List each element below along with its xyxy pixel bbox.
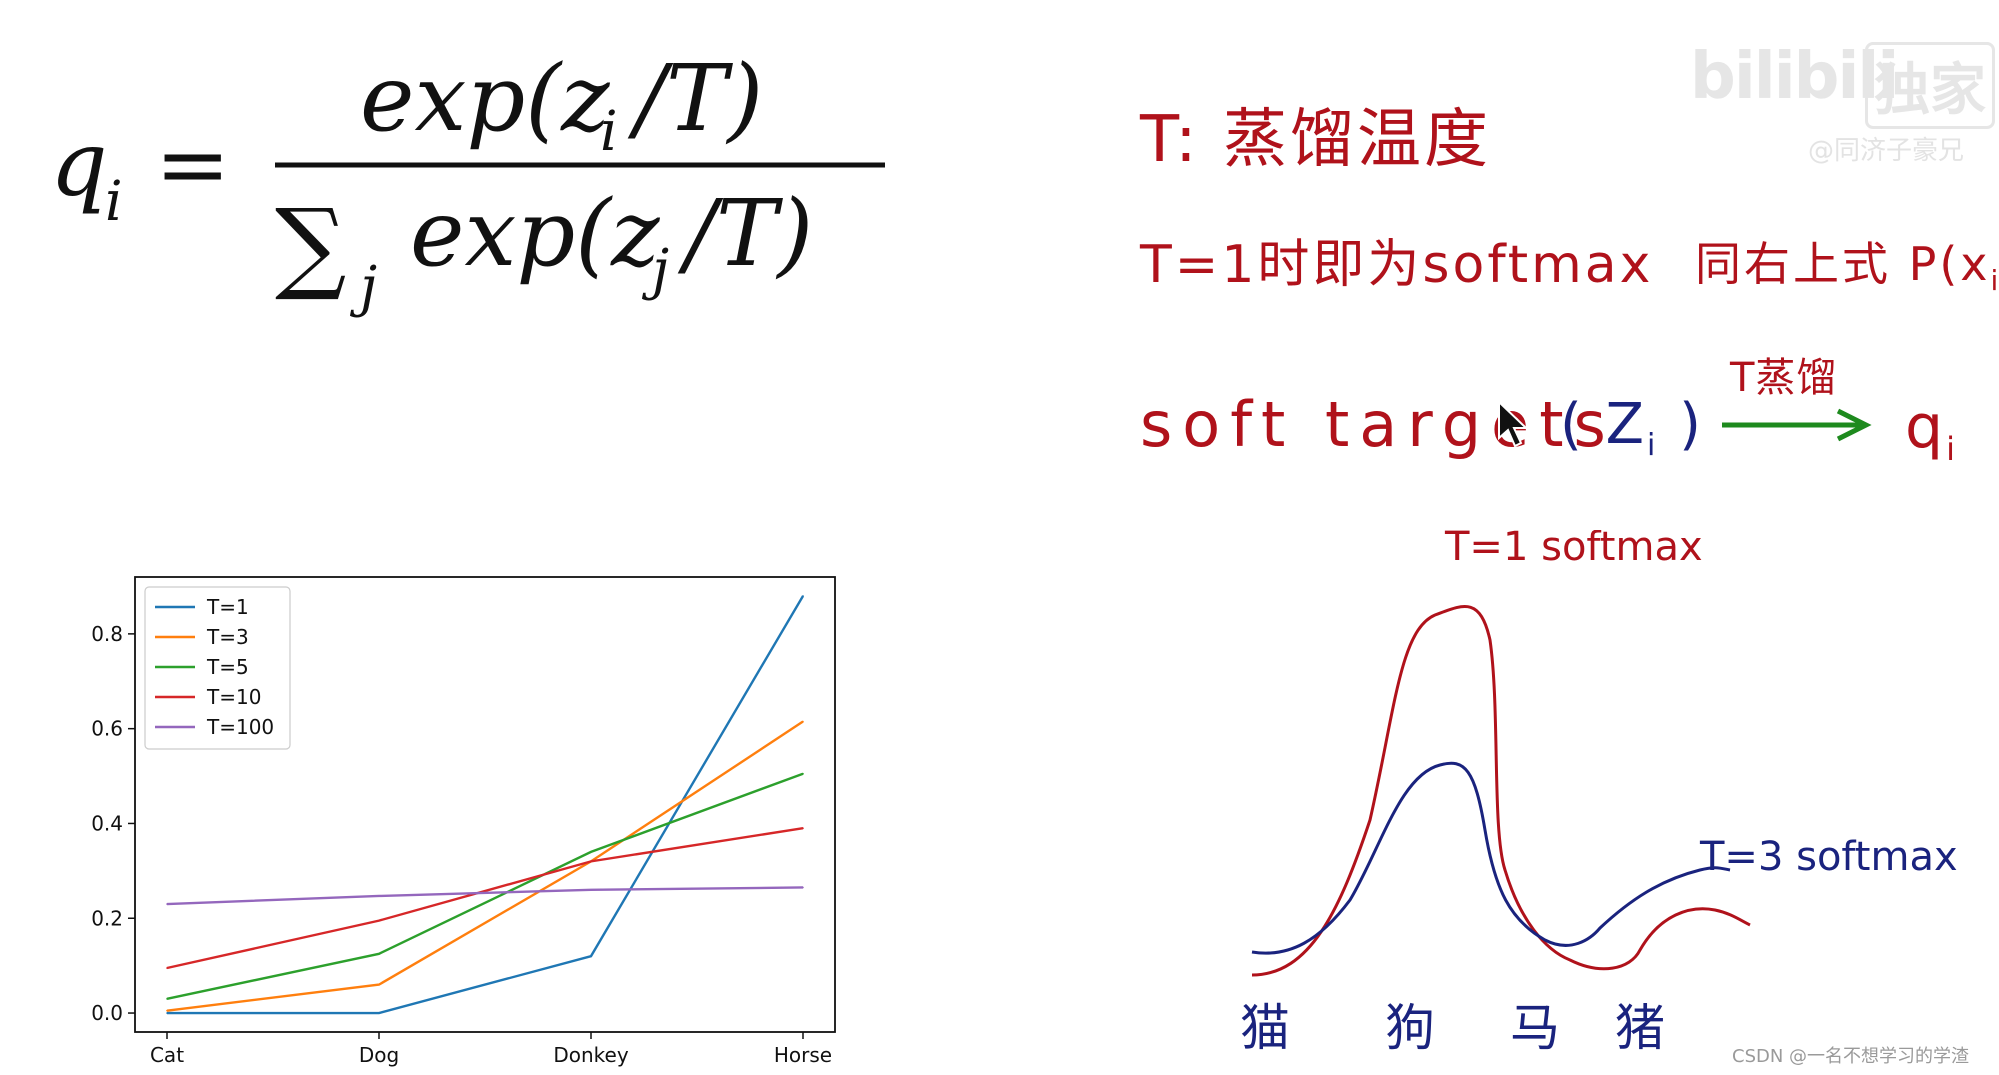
- x-tick-label: Dog: [359, 1043, 399, 1067]
- note-same-as-formula: 同右上式 P(xij): [1695, 237, 1999, 298]
- formula-lhs-subscript: i: [105, 169, 123, 233]
- sketch-curve-t1: [1251, 605, 1751, 977]
- formula-denominator: exp(z: [410, 180, 660, 287]
- data-point: [590, 889, 592, 891]
- plot-frame: [134, 576, 836, 1033]
- chart-series-group: [166, 595, 805, 1015]
- y-tick-label: 0.6: [91, 717, 123, 741]
- formula-denominator-end: /T): [677, 180, 813, 287]
- x-tick-label: Cat: [150, 1043, 184, 1067]
- legend-label: T=5: [206, 655, 249, 679]
- data-point: [802, 827, 804, 829]
- sketch-category-horse: 马: [1510, 999, 1560, 1057]
- data-point: [378, 983, 380, 986]
- series-line-t5: [166, 772, 804, 1000]
- legend-label: T=3: [206, 625, 249, 649]
- data-point: [802, 595, 804, 597]
- note-soft-targets: soft targets: [1140, 388, 1616, 461]
- x-tick-label: Donkey: [553, 1043, 628, 1067]
- y-tick-label: 0.2: [91, 906, 123, 930]
- note-t1-softmax: T=1时即为softmax: [1140, 235, 1654, 295]
- note-distillation-temperature: T: 蒸馏温度: [1140, 103, 1491, 177]
- data-point: [590, 955, 592, 957]
- data-point: [166, 903, 168, 905]
- formula-lhs: q: [50, 112, 108, 217]
- sketch-label-t3: T=3 softmax: [1699, 834, 1958, 880]
- uploader-watermark: @同济子豪兄: [1808, 136, 1965, 166]
- formula-sum-sign: ∑: [275, 187, 346, 304]
- sketch-category-cat: 猫: [1240, 999, 1290, 1057]
- data-point: [378, 895, 380, 897]
- mouse-cursor-icon: [1498, 400, 1529, 448]
- sketch-category-pig: 猪: [1615, 999, 1665, 1057]
- chart-legend: T=1 T=3 T=5 T=10 T=100: [144, 586, 291, 750]
- sketch-label-t1: T=1 softmax: [1444, 530, 1703, 570]
- temperature-sketch: T=1 softmax T=3 softmax 猫 狗 马 猪: [1240, 530, 1958, 1057]
- formula-numerator-subscript: i: [600, 99, 618, 163]
- sketch-category-dog: 狗: [1385, 999, 1435, 1057]
- data-point: [802, 886, 804, 889]
- data-point: [166, 1012, 168, 1014]
- data-point: [166, 998, 168, 1000]
- formula-equals: =: [155, 112, 230, 217]
- bilibili-logo: bilibili: [1690, 40, 1899, 114]
- y-tick-label: 0.8: [91, 622, 123, 646]
- data-point: [166, 967, 168, 969]
- data-point: [378, 952, 380, 955]
- csdn-watermark: CSDN @一名不想学习的学渣: [1732, 1046, 1970, 1067]
- softmax-temperature-formula: q i = exp(z i /T) ∑ j exp(z j /T): [50, 45, 885, 318]
- note-logits-zi: ( Zi ): [1560, 392, 1705, 464]
- series-line-t100: [166, 886, 804, 906]
- data-point: [378, 919, 380, 922]
- x-tick-label: Horse: [774, 1043, 832, 1067]
- y-tick-label: 0.4: [91, 811, 123, 835]
- data-point: [802, 772, 804, 775]
- chart-axes: Cat Dog Donkey Horse 0.0 0.2 0.4 0.6 0.8: [91, 576, 836, 1067]
- legend-label: T=1: [206, 595, 249, 619]
- data-point: [802, 720, 804, 723]
- legend-box: [144, 586, 291, 750]
- legend-label: T=100: [206, 715, 274, 739]
- data-point: [590, 851, 592, 853]
- bilibili-exclusive-tag: 独家: [1865, 42, 1995, 129]
- sketch-curve-t3: [1251, 761, 1731, 955]
- note-qi: qi: [1905, 392, 1958, 468]
- data-point: [590, 860, 592, 863]
- series-line-t1: [167, 595, 805, 1015]
- data-point: [166, 1009, 168, 1012]
- legend-label: T=10: [206, 685, 261, 709]
- series-line-t10: [166, 827, 804, 970]
- y-tick-label: 0.0: [91, 1001, 123, 1025]
- arrow-label-distillation: T蒸馏: [1730, 355, 1838, 401]
- formula-numerator-end: /T): [627, 45, 763, 152]
- formula-sum-subscript: j: [349, 254, 377, 318]
- data-point: [378, 1012, 380, 1014]
- distillation-arrow: [1722, 408, 1872, 442]
- formula-numerator: exp(z: [360, 45, 610, 152]
- series-line-t3: [166, 720, 804, 1012]
